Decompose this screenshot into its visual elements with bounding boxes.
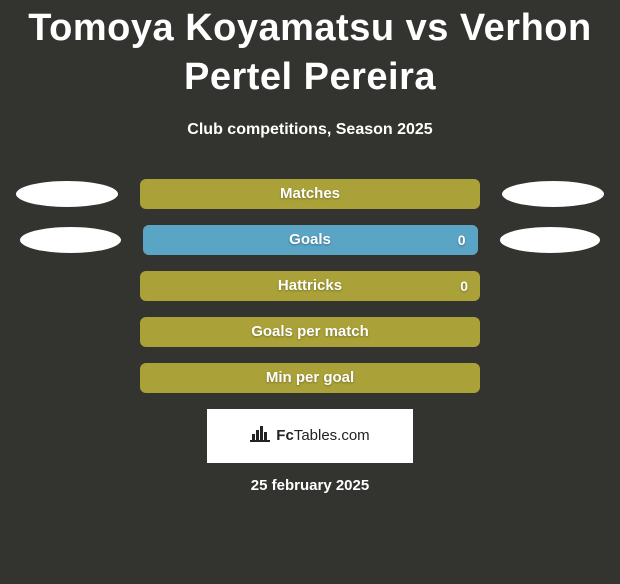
right-ellipse [500, 227, 601, 253]
stat-bar: Min per goal [140, 363, 480, 393]
stat-label: Min per goal [266, 369, 354, 386]
bar-chart-icon [250, 424, 270, 447]
stat-bar: Matches [140, 179, 480, 209]
page-title: Tomoya Koyamatsu vs Verhon Pertel Pereir… [8, 4, 612, 103]
stat-label: Matches [280, 185, 340, 202]
badge-text: FcTables.com [276, 427, 369, 444]
page-subtitle: Club competitions, Season 2025 [8, 121, 612, 139]
right-ellipse [502, 181, 604, 207]
stat-label: Hattricks [278, 277, 342, 294]
stat-value-right: 0 [458, 232, 466, 248]
stat-bar: Goals per match [140, 317, 480, 347]
stat-label: Goals [289, 231, 331, 248]
stats-section: Matches Goals 0 Hattricks 0 Goals per match Mi… [8, 179, 612, 393]
stat-row: Min per goal [8, 363, 612, 393]
fctables-badge: FcTables.com [207, 409, 413, 463]
left-ellipse [16, 181, 118, 207]
stat-bar: Hattricks 0 [140, 271, 480, 301]
badge-text-strong: Fc [276, 427, 294, 444]
stat-label: Goals per match [251, 323, 369, 340]
stat-row: Hattricks 0 [8, 271, 612, 301]
stat-row: Goals 0 [8, 225, 612, 255]
left-ellipse [20, 227, 121, 253]
stat-row: Matches [8, 179, 612, 209]
stat-bar: Goals 0 [143, 225, 478, 255]
date-label: 25 february 2025 [8, 477, 612, 494]
badge-text-rest: Tables.com [294, 427, 370, 444]
stat-value-right: 0 [460, 278, 468, 294]
stat-row: Goals per match [8, 317, 612, 347]
